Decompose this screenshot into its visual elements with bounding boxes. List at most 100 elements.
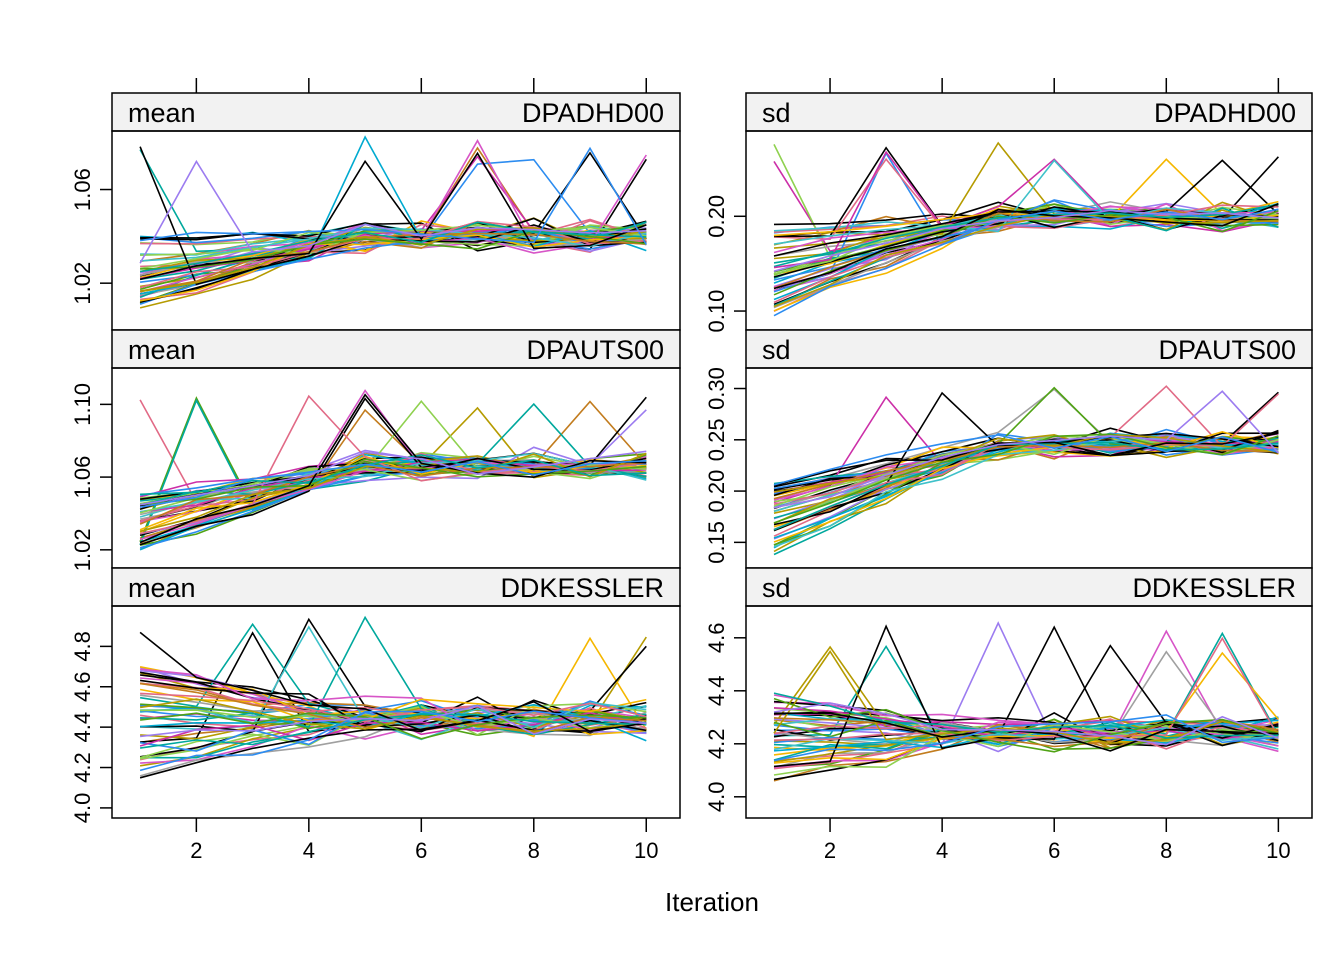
y-tick-label: 0.20 bbox=[704, 470, 729, 513]
bottom-axes: 2 4 6 8 10 2 4 6 8 10 bbox=[190, 818, 1291, 863]
panel-mean-DDKESSLER: mean DDKESSLER 4.0 4.2 4.4 4.6 4.8 bbox=[70, 567, 681, 823]
panel-mean-DPADHD00: mean DPADHD00 1.02 1.06 bbox=[70, 92, 681, 331]
panels-group: mean DPADHD00 1.02 1.06 sd DPADHD00 0.10 0.20 me… bbox=[70, 92, 1313, 823]
traces-mean-DPADHD00 bbox=[139, 135, 647, 309]
traces-sd-DDKESSLER bbox=[773, 621, 1280, 782]
y-tick-label: 4.4 bbox=[704, 676, 729, 707]
panel-mean-DPAUTS00: mean DPAUTS00 1.02 1.06 1.10 bbox=[70, 329, 681, 571]
chain-line bbox=[773, 434, 1279, 486]
y-tick-label: 4.6 bbox=[704, 623, 729, 654]
chain-line bbox=[139, 461, 647, 525]
strip-stat-label: mean bbox=[128, 335, 196, 365]
chain-line bbox=[140, 704, 647, 738]
x-tick-label: 2 bbox=[190, 838, 202, 863]
y-axis-mean-DPAUTS00: 1.02 1.06 1.10 bbox=[70, 383, 112, 571]
chain-line bbox=[773, 393, 1279, 531]
y-axis-sd-DDKESSLER: 4.0 4.2 4.4 4.6 bbox=[704, 623, 746, 813]
y-tick-label: 1.06 bbox=[70, 456, 95, 499]
chain-line bbox=[773, 629, 1279, 769]
x-tick-label: 10 bbox=[1266, 838, 1290, 863]
traces-mean-DPAUTS00 bbox=[139, 389, 647, 551]
panel-frame bbox=[745, 605, 1313, 819]
chain-line bbox=[139, 713, 647, 749]
chain-line bbox=[773, 211, 1279, 237]
x-tick-label: 8 bbox=[1160, 838, 1172, 863]
x-tick-label: 6 bbox=[415, 838, 427, 863]
y-tick-label: 0.15 bbox=[704, 521, 729, 564]
strip-sd-DPAUTS00 bbox=[745, 329, 1313, 369]
y-axis-sd-DPAUTS00: 0.15 0.20 0.25 0.30 bbox=[704, 367, 746, 564]
chain-line bbox=[773, 439, 1279, 556]
chain-line bbox=[773, 208, 1279, 289]
chain-line bbox=[773, 390, 1279, 509]
strip-variable-label: DPADHD00 bbox=[522, 98, 664, 128]
chain-line bbox=[773, 203, 1279, 290]
chain-line bbox=[139, 159, 647, 264]
y-tick-label: 1.02 bbox=[70, 262, 95, 305]
chain-line bbox=[140, 227, 647, 262]
chain-line bbox=[139, 452, 647, 533]
chain-line bbox=[773, 723, 1279, 776]
y-tick-label: 1.10 bbox=[70, 383, 95, 426]
chain-line bbox=[139, 151, 647, 281]
chain-line bbox=[139, 450, 647, 506]
x-tick-label: 2 bbox=[824, 838, 836, 863]
strip-stat-label: sd bbox=[762, 573, 791, 603]
chain-line bbox=[139, 228, 647, 306]
strip-variable-label: DPADHD00 bbox=[1154, 98, 1296, 128]
y-tick-label: 0.25 bbox=[704, 418, 729, 461]
chain-line bbox=[773, 720, 1279, 748]
panel-sd-DDKESSLER: sd DDKESSLER 4.0 4.2 4.4 4.6 bbox=[704, 567, 1313, 819]
chain-line bbox=[773, 209, 1279, 272]
y-tick-label: 4.2 bbox=[70, 752, 95, 783]
x-tick-label: 4 bbox=[303, 838, 315, 863]
top-axis-ticks bbox=[195, 78, 1280, 93]
strip-mean-DPADHD00 bbox=[111, 92, 681, 132]
x-axis-title: Iteration bbox=[665, 887, 759, 917]
y-tick-label: 0.20 bbox=[704, 195, 729, 238]
y-tick-label: 1.06 bbox=[70, 168, 95, 211]
chain-line bbox=[139, 710, 647, 772]
strip-stat-label: mean bbox=[128, 98, 196, 128]
chain-line bbox=[139, 698, 647, 732]
x-tick-label: 6 bbox=[1048, 838, 1060, 863]
strip-variable-label: DDKESSLER bbox=[1132, 573, 1296, 603]
y-axis-mean-DDKESSLER: 4.0 4.2 4.4 4.6 4.8 bbox=[70, 631, 112, 823]
chain-line bbox=[139, 399, 647, 503]
chain-line bbox=[139, 232, 647, 292]
panel-sd-DPAUTS00: sd DPAUTS00 0.15 0.20 0.25 0.30 bbox=[704, 329, 1313, 569]
y-tick-label: 0.30 bbox=[704, 367, 729, 410]
panel-frame bbox=[111, 605, 681, 819]
chain-line bbox=[773, 441, 1279, 531]
chain-line bbox=[773, 433, 1279, 524]
y-tick-label: 4.8 bbox=[70, 631, 95, 662]
y-axis-mean-DPADHD00: 1.02 1.06 bbox=[70, 168, 112, 305]
strip-variable-label: DPAUTS00 bbox=[1158, 335, 1296, 365]
strip-variable-label: DPAUTS00 bbox=[526, 335, 664, 365]
strip-stat-label: mean bbox=[128, 573, 196, 603]
strip-variable-label: DDKESSLER bbox=[500, 573, 664, 603]
chain-line bbox=[773, 208, 1279, 317]
y-tick-label: 1.02 bbox=[70, 528, 95, 571]
chain-line bbox=[773, 636, 1280, 742]
chain-line bbox=[140, 458, 647, 506]
panel-frame bbox=[745, 367, 1313, 569]
y-tick-label: 4.6 bbox=[70, 671, 95, 702]
chain-line bbox=[773, 692, 1279, 739]
y-tick-label: 4.0 bbox=[70, 793, 95, 824]
chain-line bbox=[773, 430, 1279, 543]
x-tick-label: 10 bbox=[634, 838, 658, 863]
traces-mean-DDKESSLER bbox=[139, 615, 647, 779]
traces-sd-DPAUTS00 bbox=[773, 385, 1279, 556]
strip-sd-DPADHD00 bbox=[745, 92, 1313, 132]
chain-line bbox=[139, 221, 647, 273]
y-tick-label: 4.4 bbox=[70, 712, 95, 743]
panel-sd-DPADHD00: sd DPADHD00 0.10 0.20 bbox=[704, 92, 1313, 332]
chain-line bbox=[139, 146, 647, 245]
x-tick-label: 4 bbox=[936, 838, 948, 863]
chain-line bbox=[773, 391, 1279, 526]
y-tick-label: 4.0 bbox=[704, 782, 729, 813]
chain-line bbox=[140, 454, 647, 496]
chain-line bbox=[773, 210, 1279, 257]
